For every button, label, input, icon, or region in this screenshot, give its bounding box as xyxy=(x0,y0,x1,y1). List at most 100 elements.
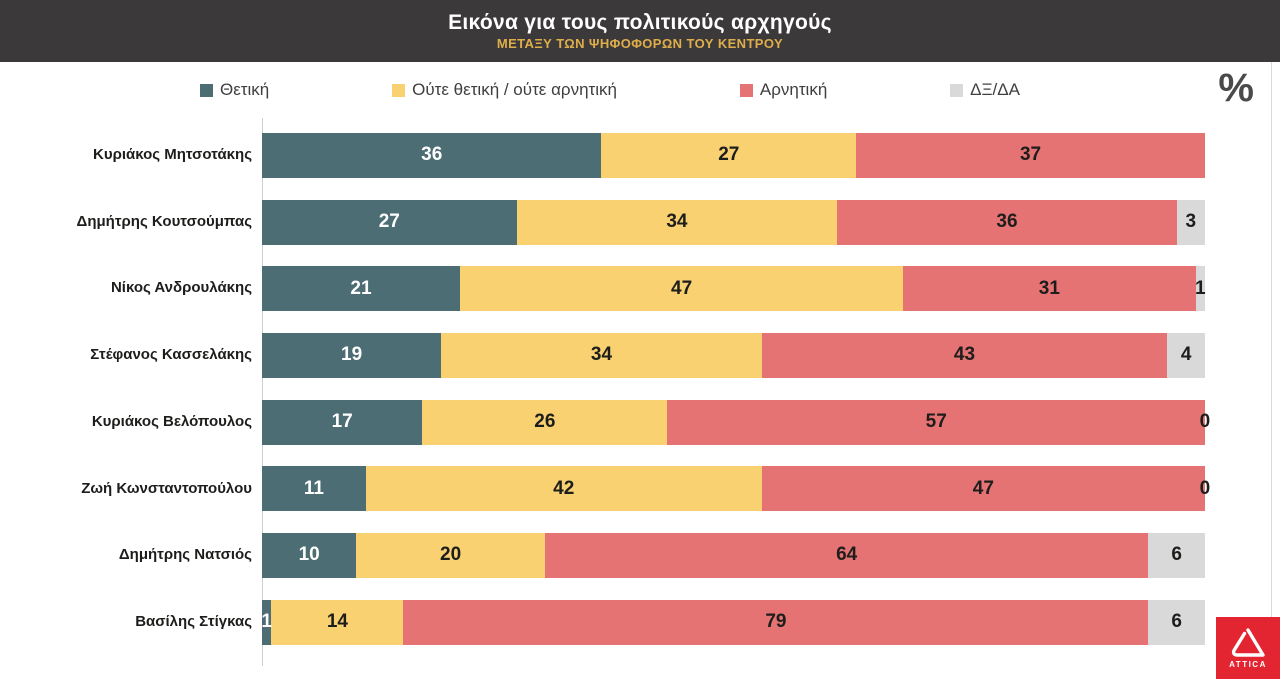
segment-value: 37 xyxy=(1019,144,1042,166)
segment-value: 36 xyxy=(421,144,443,166)
legend-item-2: Ούτε θετική / ούτε αρνητική xyxy=(392,80,617,100)
bar-row: Ζωή Κωνσταντοπούλου 11 42 47 0 xyxy=(0,455,1210,522)
bar-segment: 47 xyxy=(761,466,1205,512)
bar-segment: 11 xyxy=(262,466,366,512)
segment-value: 0 xyxy=(1199,411,1211,433)
percent-symbol: % xyxy=(1218,66,1254,110)
bar-row: Κυριάκος Βελόπουλος 17 26 57 0 xyxy=(0,389,1210,456)
bar-segment: 1 xyxy=(1195,266,1206,312)
segment-value: 34 xyxy=(666,211,688,233)
segment-value: 79 xyxy=(765,611,787,633)
segment-value: 0 xyxy=(1199,477,1211,499)
bar-row: Στέφανος Κασσελάκης 19 34 43 4 xyxy=(0,322,1205,389)
segment-value: 27 xyxy=(718,144,740,166)
segment-value: 10 xyxy=(298,544,320,566)
legend-label: Ούτε θετική / ούτε αρνητική xyxy=(412,80,617,99)
segment-value: 43 xyxy=(953,344,976,366)
legend: Θετική Ούτε θετική / ούτε αρνητική Αρνητικ… xyxy=(200,78,1020,102)
bar-segment: 27 xyxy=(601,132,857,178)
bar-segment: 14 xyxy=(271,599,404,645)
segment-value: 1 xyxy=(261,611,272,633)
segment-value: 34 xyxy=(590,344,613,366)
legend-label: Θετική xyxy=(220,80,270,99)
bar-segment: 37 xyxy=(856,132,1205,178)
category-label: Στέφανος Κασσελάκης xyxy=(90,346,252,364)
bar-track: 1 14 79 6 xyxy=(261,599,1205,645)
bar-segment: 10 xyxy=(262,532,357,578)
category-label: Βασίλης Στίγκας xyxy=(135,612,252,630)
bar-row: Κυριάκος Μητσοτάκης 36 27 37 xyxy=(0,122,1205,189)
segment-value: 47 xyxy=(972,477,994,499)
bar-segment: 31 xyxy=(903,266,1196,312)
legend-item-3: Αρνητική xyxy=(739,80,828,100)
chart-title: Εικόνα για τους πολιτικούς αρχηγούς xyxy=(448,11,832,34)
bar-segment: 36 xyxy=(837,199,1177,245)
bar-segment: 6 xyxy=(1148,532,1205,578)
legend-label: Αρνητική xyxy=(759,80,828,99)
segment-value: 6 xyxy=(1171,544,1182,566)
segment-value: 14 xyxy=(326,611,348,633)
stacked-bar-chart: Κυριάκος Μητσοτάκης 36 27 37 Δημήτρης Κουτσο… xyxy=(0,118,1210,666)
bar-row: Νίκος Ανδρουλάκης 21 47 31 1 xyxy=(0,255,1206,322)
bar-segment: 3 xyxy=(1176,199,1205,245)
bar-segment: 42 xyxy=(365,466,762,512)
segment-value: 31 xyxy=(1038,277,1060,299)
bar-segment: 34 xyxy=(441,332,762,378)
bar-track: 21 47 31 1 xyxy=(262,266,1206,312)
bar-segment: 26 xyxy=(422,399,668,445)
category-label: Δημήτρης Νατσιός xyxy=(118,546,252,564)
bar-segment: 20 xyxy=(356,532,545,578)
bar-segment: 4 xyxy=(1167,332,1205,378)
segment-value: 57 xyxy=(925,411,947,433)
category-label: Κυριάκος Μητσοτάκης xyxy=(93,146,252,164)
segment-value: 17 xyxy=(331,411,353,433)
bar-segment: 64 xyxy=(544,532,1149,578)
legend-swatch-icon xyxy=(739,83,753,97)
bar-segment: 17 xyxy=(262,399,423,445)
bar-segment: 36 xyxy=(262,132,602,178)
bar-segment: 57 xyxy=(667,399,1205,445)
bar-segment: 27 xyxy=(262,199,517,245)
bar-segment: 34 xyxy=(516,199,838,245)
bar-segment: 47 xyxy=(460,266,904,312)
legend-item-4: ΔΞ/ΔΑ xyxy=(950,80,1020,100)
legend-item-1: Θετική xyxy=(200,80,269,100)
segment-value: 64 xyxy=(836,544,858,566)
attica-logo-text: ATTICA xyxy=(1229,659,1267,669)
bar-track: 27 34 36 3 xyxy=(262,199,1205,245)
segment-value: 20 xyxy=(440,544,462,566)
bar-row: Βασίλης Στίγκας 1 14 79 6 xyxy=(0,589,1205,656)
category-label: Ζωή Κωνσταντοπούλου xyxy=(81,479,252,497)
legend-swatch-icon xyxy=(200,83,213,97)
bar-segment: 6 xyxy=(1148,599,1205,645)
bar-track: 36 27 37 xyxy=(262,132,1205,178)
category-label: Δημήτρης Κουτσούμπας xyxy=(76,212,252,230)
segment-value: 47 xyxy=(671,277,693,299)
segment-value: 36 xyxy=(996,211,1018,233)
attica-logo-icon xyxy=(1231,627,1265,657)
segment-value: 42 xyxy=(553,477,575,499)
segment-value: 27 xyxy=(378,211,400,233)
bar-track: 19 34 43 4 xyxy=(262,332,1205,378)
segment-value: 26 xyxy=(534,411,556,433)
chart-header: Εικόνα για τους πολιτικούς αρχηγούς ΜΕΤΑ… xyxy=(0,0,1280,62)
segment-value: 21 xyxy=(350,277,372,299)
bar-row: Δημήτρης Νατσιός 10 20 64 6 xyxy=(0,522,1205,589)
legend-label: ΔΞ/ΔΑ xyxy=(970,80,1020,99)
attica-logo: ATTICA xyxy=(1216,617,1280,679)
page-right-rule xyxy=(1271,62,1272,679)
bar-segment: 43 xyxy=(761,332,1168,378)
category-label: Κυριάκος Βελόπουλος xyxy=(91,412,252,430)
segment-value: 6 xyxy=(1171,611,1182,633)
bar-segment: 1 xyxy=(261,599,272,645)
legend-swatch-icon xyxy=(392,83,406,97)
bar-segment: 19 xyxy=(262,332,442,378)
segment-value: 3 xyxy=(1185,211,1197,233)
legend-swatch-icon xyxy=(950,83,964,97)
bar-track: 17 26 57 0 xyxy=(262,399,1210,445)
bar-segment: 21 xyxy=(262,266,461,312)
bar-track: 11 42 47 0 xyxy=(262,466,1210,512)
bar-segment: 79 xyxy=(403,599,1149,645)
category-label: Νίκος Ανδρουλάκης xyxy=(110,279,252,297)
